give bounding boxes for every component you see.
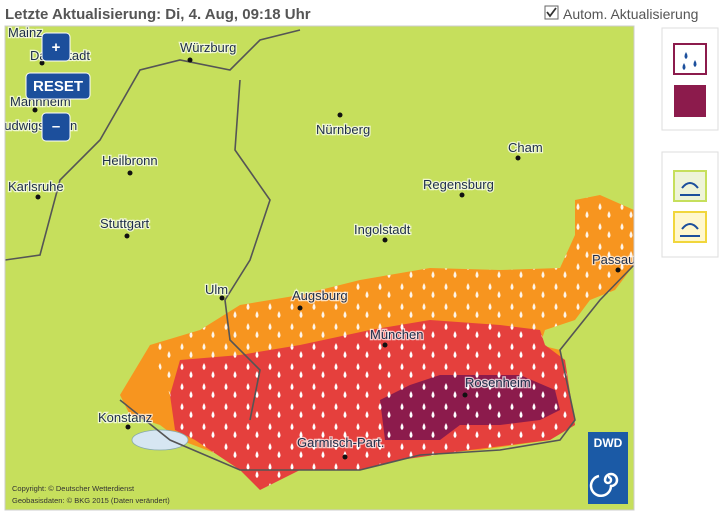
city-label: Mainz [8, 25, 43, 40]
city-label: München [370, 327, 423, 342]
reset-label[interactable]: RESET [33, 78, 83, 95]
city-label: Nürnberg [316, 122, 370, 137]
sea-layer-button[interactable] [673, 211, 707, 243]
layer-panel [661, 27, 719, 258]
copyright: Geobasisdaten: © BKG 2015 (Daten verände… [12, 496, 170, 505]
zoom-in-label[interactable]: + [52, 39, 61, 56]
reset-button[interactable]: RESET [25, 72, 91, 100]
copyright: Copyright: © Deutscher Wetterdienst [12, 484, 135, 493]
zoom-out-button[interactable]: – [41, 112, 71, 142]
dwd-logo: DWD [588, 432, 628, 504]
zoom-out-label[interactable]: – [52, 118, 60, 135]
zoom-in-button[interactable]: + [41, 32, 71, 62]
city-label: Passau [592, 252, 635, 267]
coast-layer-button[interactable] [673, 170, 707, 202]
auto-update-toggle[interactable]: Autom. Aktualisierung [544, 5, 698, 22]
city-label: Würzburg [180, 40, 236, 55]
city-label: Regensburg [423, 177, 494, 192]
city-label: Augsburg [292, 288, 348, 303]
city-label: Karlsruhe [8, 179, 64, 194]
city-label: Konstanz [98, 410, 152, 425]
city-label: Ulm [205, 282, 228, 297]
update-title: Letzte Aktualisierung: Di, 4. Aug, 09:18… [5, 6, 311, 23]
rain-layer-button[interactable] [673, 43, 707, 75]
city-label: Garmisch-Part. [297, 435, 384, 450]
city-label: Rosenheim [465, 375, 531, 390]
city-dots [32, 57, 621, 460]
warning-layer-button[interactable] [674, 85, 706, 117]
city-label: Stuttgart [100, 216, 150, 231]
logo-text: DWD [594, 436, 623, 450]
map-frame [4, 25, 635, 511]
city-label: Ingolstadt [354, 222, 411, 237]
map[interactable]: Mainz Darmstadt Würzburg Mannheim Ludwig… [0, 25, 635, 510]
checkbox-label[interactable]: Autom. Aktualisierung [563, 6, 698, 22]
city-label: Cham [508, 140, 543, 155]
city-label: Heilbronn [102, 153, 158, 168]
